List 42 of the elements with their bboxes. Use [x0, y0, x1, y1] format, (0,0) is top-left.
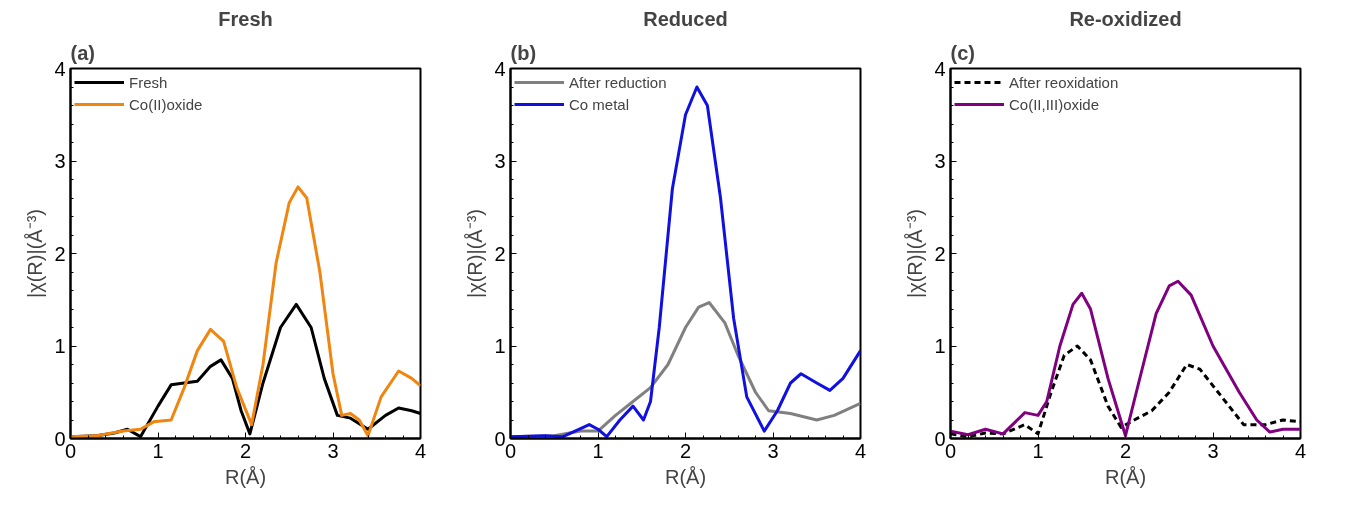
text: (b)	[510, 41, 537, 64]
y-tick-label: 2	[934, 242, 946, 265]
y-tick-label: 4	[934, 57, 946, 80]
y-tick-label: 2	[54, 242, 66, 265]
x-tick-label: 2	[679, 439, 692, 462]
y-tick-label: 2	[494, 242, 506, 265]
legend-label: Co(II,III)oxide	[1009, 95, 1100, 113]
legend-label: Co metal	[569, 95, 630, 113]
y-axis-title: |χ(R)|(Å⁻³)	[904, 209, 927, 298]
chart-title: Re-oxidized	[1069, 7, 1182, 30]
x-axis-title: R(Å)	[224, 465, 267, 488]
x-axis-title: R(Å)	[1104, 465, 1147, 488]
text: (a)	[70, 41, 95, 64]
x-tick-label: 3	[327, 439, 339, 462]
chart-title: Reduced	[643, 7, 728, 30]
y-tick-label: 1	[494, 335, 506, 357]
y-tick-label: 3	[934, 150, 946, 172]
y-tick-label: 1	[934, 335, 946, 357]
legend-label: Co(II)oxide	[129, 95, 203, 113]
legend-label: Fresh	[129, 73, 168, 91]
x-tick-label: 3	[1207, 439, 1219, 462]
x-tick-label: 2	[239, 439, 252, 462]
x-tick-label: 1	[592, 439, 604, 462]
x-tick-label: 1	[152, 439, 164, 462]
chart-title: Fresh	[218, 7, 273, 30]
y-tick-label: 1	[54, 335, 66, 357]
y-tick-label: 3	[54, 150, 66, 172]
x-tick-label: 4	[1294, 439, 1307, 462]
x-tick-label: 1	[1032, 439, 1044, 462]
y-tick-label: 4	[54, 57, 66, 80]
x-tick-label: 3	[767, 439, 779, 462]
text: (c)	[950, 41, 975, 64]
x-axis-title: R(Å)	[664, 465, 707, 488]
y-axis-title: |χ(R)|(Å⁻³)	[24, 209, 47, 298]
y-axis-title: |χ(R)|(Å⁻³)	[464, 209, 487, 298]
y-tick-label: 4	[494, 57, 506, 80]
x-tick-label: 2	[1119, 439, 1132, 462]
x-tick-label: 4	[854, 439, 867, 462]
legend-label: After reduction	[569, 73, 667, 91]
x-tick-label: 4	[414, 439, 427, 462]
legend-label: After reoxidation	[1009, 73, 1119, 91]
y-tick-label: 3	[494, 150, 506, 172]
